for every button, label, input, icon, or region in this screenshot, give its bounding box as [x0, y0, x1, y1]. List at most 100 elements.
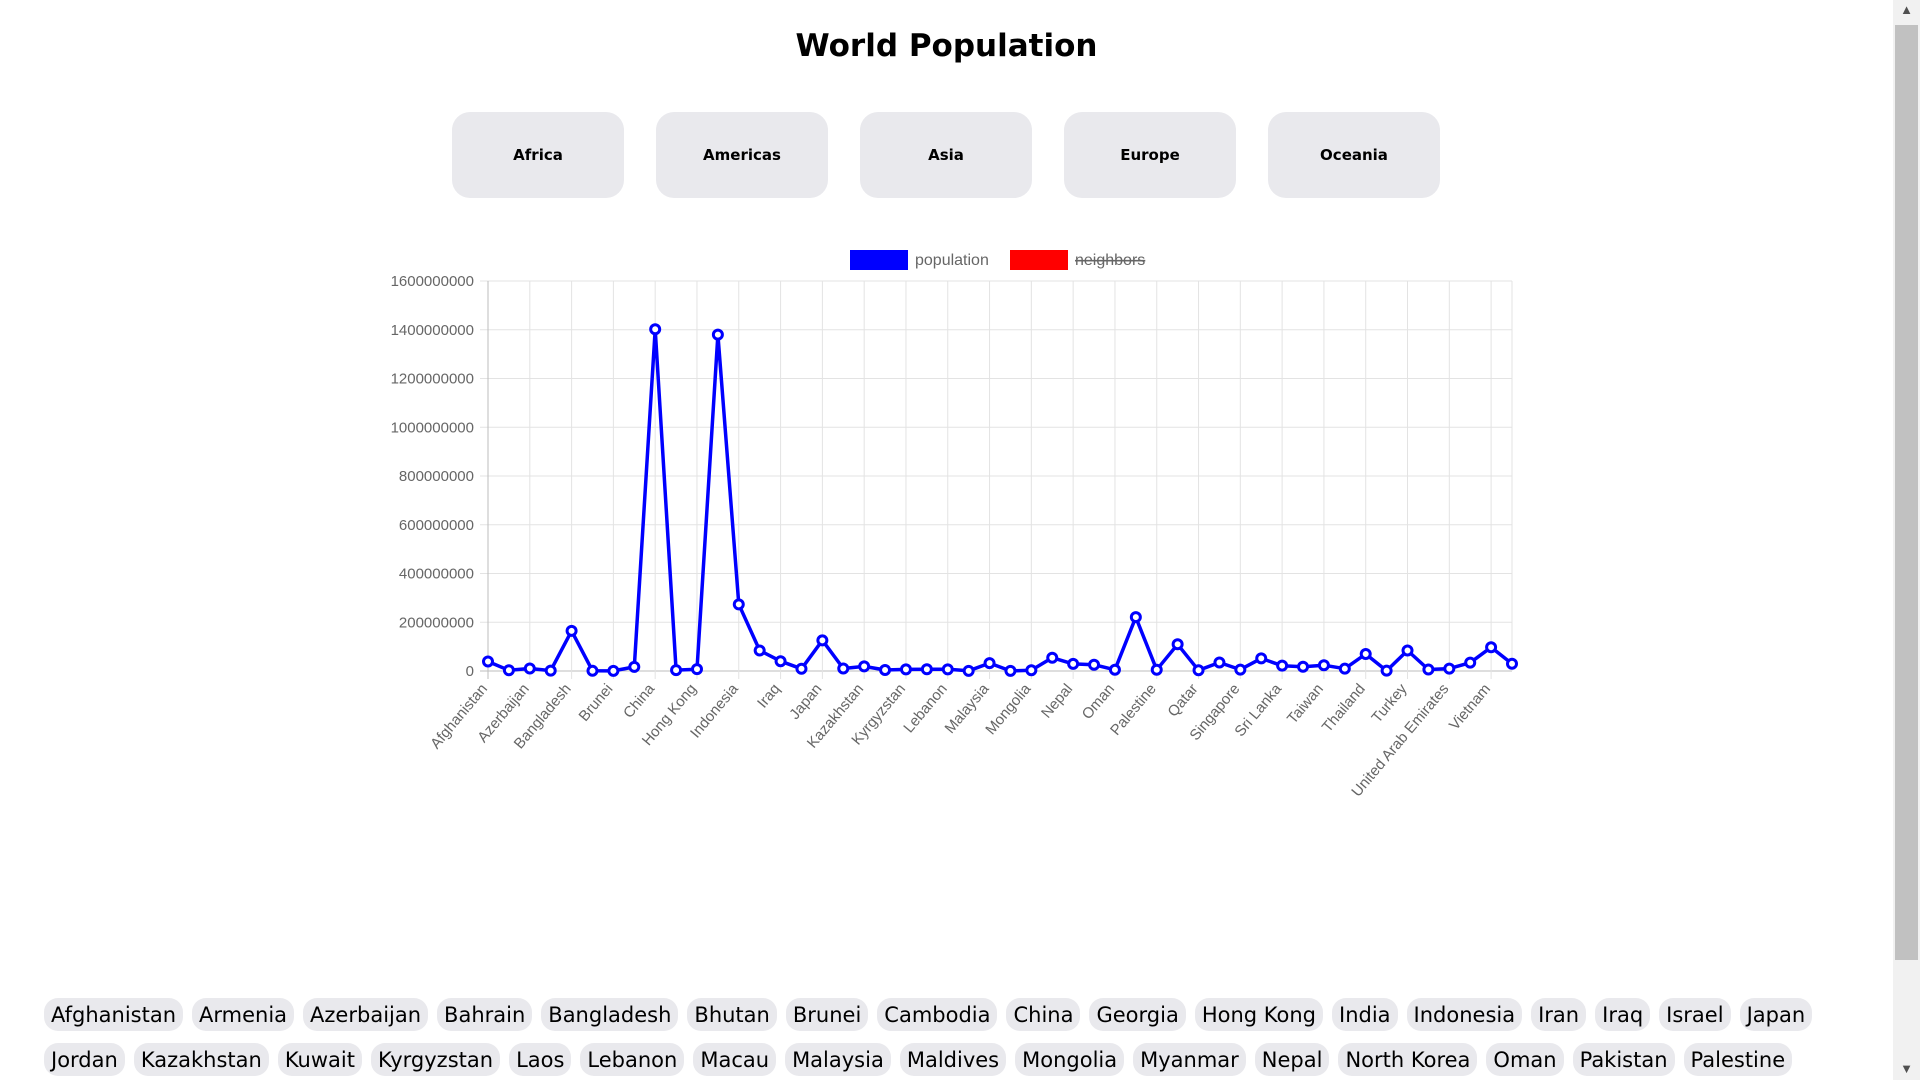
country-chip[interactable]: Bahrain	[437, 998, 533, 1031]
country-chip[interactable]: Kuwait	[277, 1043, 362, 1076]
population-data-point[interactable]	[1025, 664, 1038, 677]
population-data-point[interactable]	[649, 323, 662, 336]
country-chip[interactable]: Lebanon	[580, 1043, 685, 1076]
country-chip[interactable]: Japan	[1739, 998, 1813, 1031]
population-data-point[interactable]	[1255, 652, 1268, 665]
population-data-point[interactable]	[837, 662, 850, 675]
legend-item[interactable]: neighbors	[1010, 250, 1145, 270]
page-scrollbar[interactable]: ▲ ▼	[1893, 0, 1920, 1080]
country-chip[interactable]: Oman	[1486, 1043, 1564, 1076]
population-data-point[interactable]	[1380, 664, 1393, 677]
population-data-point[interactable]	[816, 634, 829, 647]
population-data-point[interactable]	[607, 664, 620, 677]
country-chip[interactable]: Bhutan	[687, 998, 777, 1031]
population-data-point[interactable]	[879, 663, 892, 676]
population-data-point[interactable]	[1401, 644, 1414, 657]
scroll-down-arrow-icon[interactable]: ▼	[1900, 1061, 1913, 1076]
legend-item[interactable]: population	[850, 250, 989, 270]
population-data-point[interactable]	[1443, 662, 1456, 675]
population-data-point[interactable]	[1213, 656, 1226, 669]
population-data-point[interactable]	[858, 660, 871, 673]
population-data-point[interactable]	[941, 663, 954, 676]
population-series-line	[487, 327, 1514, 673]
country-chip[interactable]: Kazakhstan	[133, 1043, 269, 1076]
population-data-point[interactable]	[732, 598, 745, 611]
country-chip[interactable]: Armenia	[192, 998, 295, 1031]
population-data-point[interactable]	[1485, 641, 1498, 654]
population-data-point[interactable]	[1004, 664, 1017, 677]
population-data-point[interactable]	[1129, 611, 1142, 624]
country-chip[interactable]: Brunei	[785, 998, 869, 1031]
legend-label: neighbors	[1075, 252, 1145, 269]
country-chip[interactable]: Iraq	[1595, 998, 1651, 1031]
population-data-point[interactable]	[983, 657, 996, 670]
country-chip[interactable]: Malaysia	[785, 1043, 891, 1076]
population-data-point[interactable]	[1171, 638, 1184, 651]
country-chip[interactable]: Maldives	[899, 1043, 1007, 1076]
population-data-point[interactable]	[962, 664, 975, 677]
country-chip[interactable]: China	[1006, 998, 1081, 1031]
country-chip[interactable]: Nepal	[1254, 1043, 1330, 1076]
population-data-point[interactable]	[1506, 657, 1518, 670]
region-button-europe[interactable]: Europe	[1064, 112, 1236, 198]
country-chip[interactable]: Bangladesh	[541, 998, 679, 1031]
population-data-point[interactable]	[1422, 663, 1435, 676]
x-tick-label: Thailand	[1319, 681, 1369, 736]
country-chip[interactable]: Hong Kong	[1194, 998, 1323, 1031]
country-chip[interactable]: Pakistan	[1572, 1043, 1675, 1076]
country-chip[interactable]: North Korea	[1338, 1043, 1478, 1076]
country-chip[interactable]: Israel	[1659, 998, 1731, 1031]
population-data-point[interactable]	[1276, 659, 1289, 672]
population-data-point[interactable]	[1317, 659, 1330, 672]
population-data-point[interactable]	[482, 655, 494, 668]
region-button-oceania[interactable]: Oceania	[1268, 112, 1440, 198]
country-chip[interactable]: Azerbaijan	[303, 998, 429, 1031]
country-chip[interactable]: Mongolia	[1015, 1043, 1125, 1076]
population-data-point[interactable]	[711, 328, 724, 341]
population-data-point[interactable]	[544, 664, 557, 677]
country-chip[interactable]: Laos	[509, 1043, 572, 1076]
population-data-point[interactable]	[774, 655, 787, 668]
population-data-point[interactable]	[1192, 664, 1205, 677]
country-chip[interactable]: Georgia	[1089, 998, 1186, 1031]
population-data-point[interactable]	[523, 662, 536, 675]
population-data-point[interactable]	[1359, 647, 1372, 660]
country-chip[interactable]: Palestine	[1683, 1043, 1793, 1076]
population-data-point[interactable]	[1297, 660, 1310, 673]
region-button-americas[interactable]: Americas	[656, 112, 828, 198]
population-data-point[interactable]	[670, 664, 683, 677]
scrollbar-thumb[interactable]	[1895, 25, 1918, 960]
population-data-point[interactable]	[1046, 651, 1059, 664]
y-tick-label: 200000000	[399, 614, 474, 631]
country-chip[interactable]: Afghanistan	[44, 998, 184, 1031]
population-data-point[interactable]	[1108, 663, 1121, 676]
country-chip[interactable]: Iran	[1531, 998, 1587, 1031]
population-data-point[interactable]	[1338, 662, 1351, 675]
population-data-point[interactable]	[565, 624, 578, 637]
region-button-africa[interactable]: Africa	[452, 112, 624, 198]
country-chip[interactable]: Kyrgyzstan	[370, 1043, 501, 1076]
country-chip[interactable]: Indonesia	[1406, 998, 1523, 1031]
population-data-point[interactable]	[1067, 657, 1080, 670]
population-data-point[interactable]	[1234, 663, 1247, 676]
population-data-point[interactable]	[795, 662, 808, 675]
population-data-point[interactable]	[690, 663, 703, 676]
country-chip[interactable]: Cambodia	[877, 998, 998, 1031]
scroll-up-arrow-icon[interactable]: ▲	[1900, 2, 1913, 17]
population-data-point[interactable]	[1464, 656, 1477, 669]
population-data-point[interactable]	[1088, 658, 1101, 671]
country-chip[interactable]: Jordan	[44, 1043, 125, 1076]
population-data-point[interactable]	[753, 644, 766, 657]
population-data-point[interactable]	[502, 664, 515, 677]
population-data-point[interactable]	[586, 664, 599, 677]
country-chip[interactable]: Macau	[693, 1043, 777, 1076]
country-chip[interactable]: India	[1332, 998, 1398, 1031]
chart-legend: population neighbors	[850, 250, 1145, 270]
population-data-point[interactable]	[628, 660, 641, 673]
country-chip[interactable]: Myanmar	[1133, 1043, 1246, 1076]
region-button-asia[interactable]: Asia	[860, 112, 1032, 198]
x-tick-label: Turkey	[1368, 680, 1410, 726]
population-data-point[interactable]	[899, 663, 912, 676]
population-data-point[interactable]	[1150, 663, 1163, 676]
population-data-point[interactable]	[920, 663, 933, 676]
